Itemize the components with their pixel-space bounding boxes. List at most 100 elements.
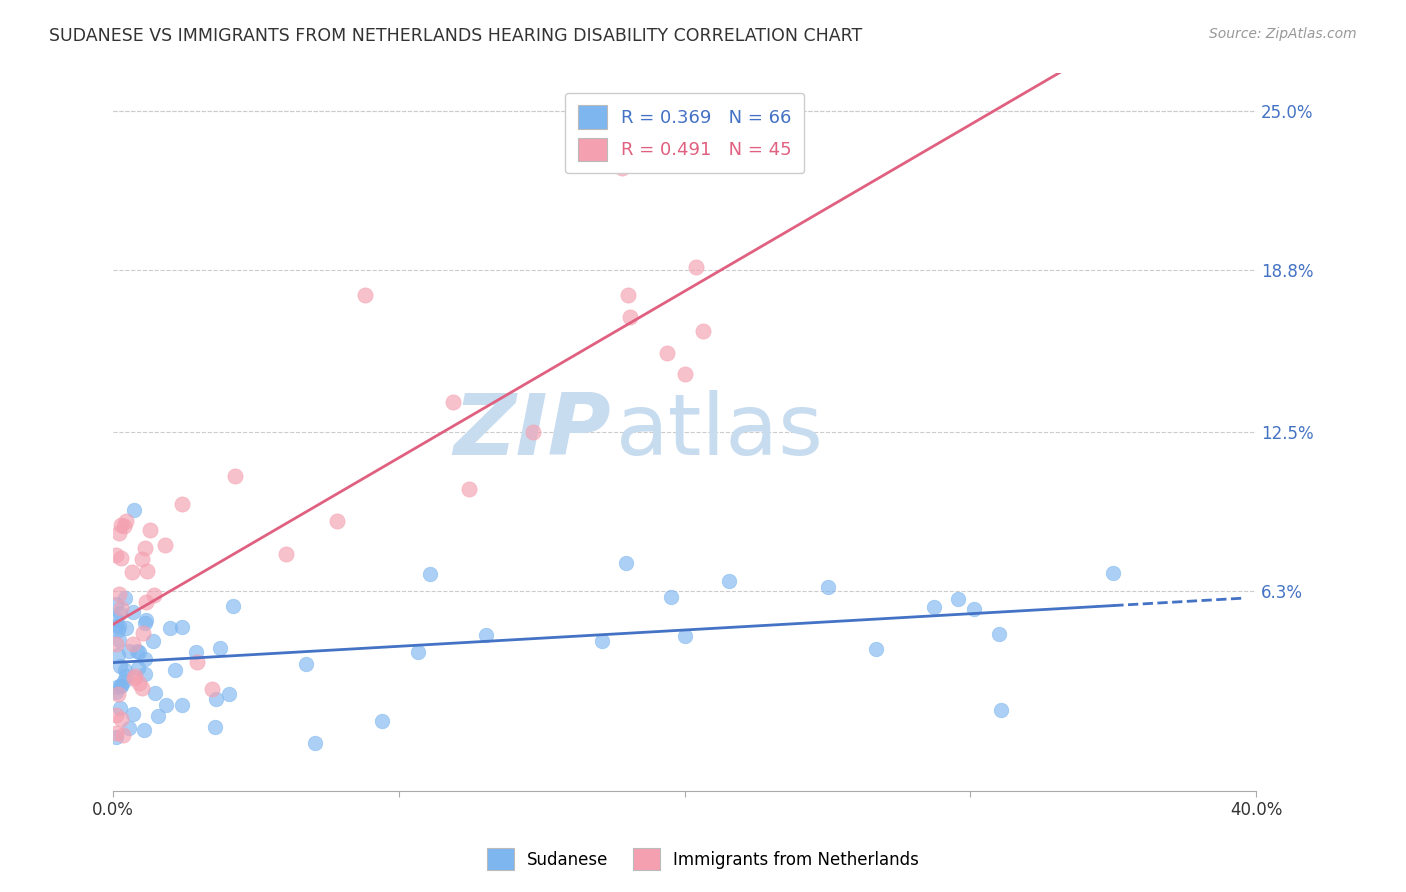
Point xyxy=(817,581,839,595)
Point xyxy=(616,288,638,302)
Point xyxy=(108,586,131,600)
Point xyxy=(131,551,153,566)
Point xyxy=(128,645,150,659)
Point xyxy=(122,637,145,651)
Point xyxy=(143,589,166,603)
Point xyxy=(110,551,132,566)
Point xyxy=(121,706,143,721)
Point xyxy=(274,548,297,562)
Point xyxy=(107,526,129,541)
Point xyxy=(209,641,232,656)
Point xyxy=(948,592,970,607)
Point xyxy=(990,703,1012,717)
Point xyxy=(441,394,464,409)
Point xyxy=(326,515,349,529)
Point xyxy=(134,651,156,665)
Point xyxy=(112,519,135,533)
Point xyxy=(294,657,316,671)
Point xyxy=(132,723,155,738)
Point xyxy=(122,671,145,685)
Point xyxy=(673,629,696,643)
Point xyxy=(163,663,186,677)
Point xyxy=(172,619,194,633)
Point xyxy=(128,676,150,690)
Point xyxy=(170,698,193,712)
Point xyxy=(118,643,141,657)
Point xyxy=(610,161,633,175)
Point xyxy=(592,633,614,648)
Point xyxy=(125,644,148,658)
Point xyxy=(475,628,498,642)
Point xyxy=(135,613,157,627)
Point xyxy=(204,720,226,734)
Point xyxy=(186,655,208,669)
Point xyxy=(988,627,1011,641)
Point xyxy=(118,721,141,735)
Point xyxy=(114,669,136,683)
Point xyxy=(115,514,138,528)
Point xyxy=(105,636,128,650)
Point xyxy=(159,621,181,635)
Point xyxy=(148,708,170,723)
Text: SUDANESE VS IMMIGRANTS FROM NETHERLANDS HEARING DISABILITY CORRELATION CHART: SUDANESE VS IMMIGRANTS FROM NETHERLANDS … xyxy=(49,27,862,45)
Point xyxy=(155,698,177,713)
Point xyxy=(107,648,129,663)
Point xyxy=(142,634,165,648)
Point xyxy=(114,663,136,677)
Point xyxy=(354,287,377,301)
Point xyxy=(205,692,228,706)
Point xyxy=(170,497,193,511)
Point xyxy=(135,564,157,578)
Point xyxy=(371,714,394,728)
Point xyxy=(222,599,245,613)
Point xyxy=(134,615,156,630)
Point xyxy=(139,523,162,537)
Point xyxy=(105,619,128,633)
Point xyxy=(107,624,129,638)
Point xyxy=(105,685,128,699)
Point xyxy=(673,367,696,381)
Point xyxy=(114,621,136,635)
Point xyxy=(114,591,136,605)
Legend: R = 0.369   N = 66, R = 0.491   N = 45: R = 0.369 N = 66, R = 0.491 N = 45 xyxy=(565,93,804,173)
Point xyxy=(108,633,131,648)
Point xyxy=(108,619,131,633)
Point xyxy=(111,728,134,742)
Point xyxy=(110,518,132,533)
Point xyxy=(963,601,986,615)
Point xyxy=(661,590,683,604)
Point xyxy=(124,669,146,683)
Point xyxy=(110,678,132,692)
Point xyxy=(406,645,429,659)
Point xyxy=(145,685,167,699)
Point xyxy=(457,482,479,496)
Point xyxy=(134,667,156,681)
Point xyxy=(105,597,128,611)
Text: ZIP: ZIP xyxy=(453,391,610,474)
Point xyxy=(122,606,145,620)
Point xyxy=(685,260,707,274)
Point xyxy=(865,641,887,656)
Point xyxy=(110,712,132,726)
Point xyxy=(717,574,740,589)
Point xyxy=(110,679,132,693)
Point xyxy=(105,730,128,744)
Point xyxy=(112,673,135,688)
Point xyxy=(122,503,145,517)
Point xyxy=(108,659,131,673)
Point xyxy=(419,567,441,582)
Point xyxy=(105,680,128,694)
Point xyxy=(105,726,128,740)
Point xyxy=(655,346,678,360)
Point xyxy=(132,626,155,640)
Point xyxy=(110,701,132,715)
Point xyxy=(135,595,157,609)
Text: atlas: atlas xyxy=(616,391,824,474)
Point xyxy=(304,736,326,750)
Point xyxy=(105,707,128,722)
Point xyxy=(110,600,132,615)
Point xyxy=(201,681,224,696)
Point xyxy=(522,425,544,439)
Point xyxy=(121,565,143,579)
Point xyxy=(224,468,246,483)
